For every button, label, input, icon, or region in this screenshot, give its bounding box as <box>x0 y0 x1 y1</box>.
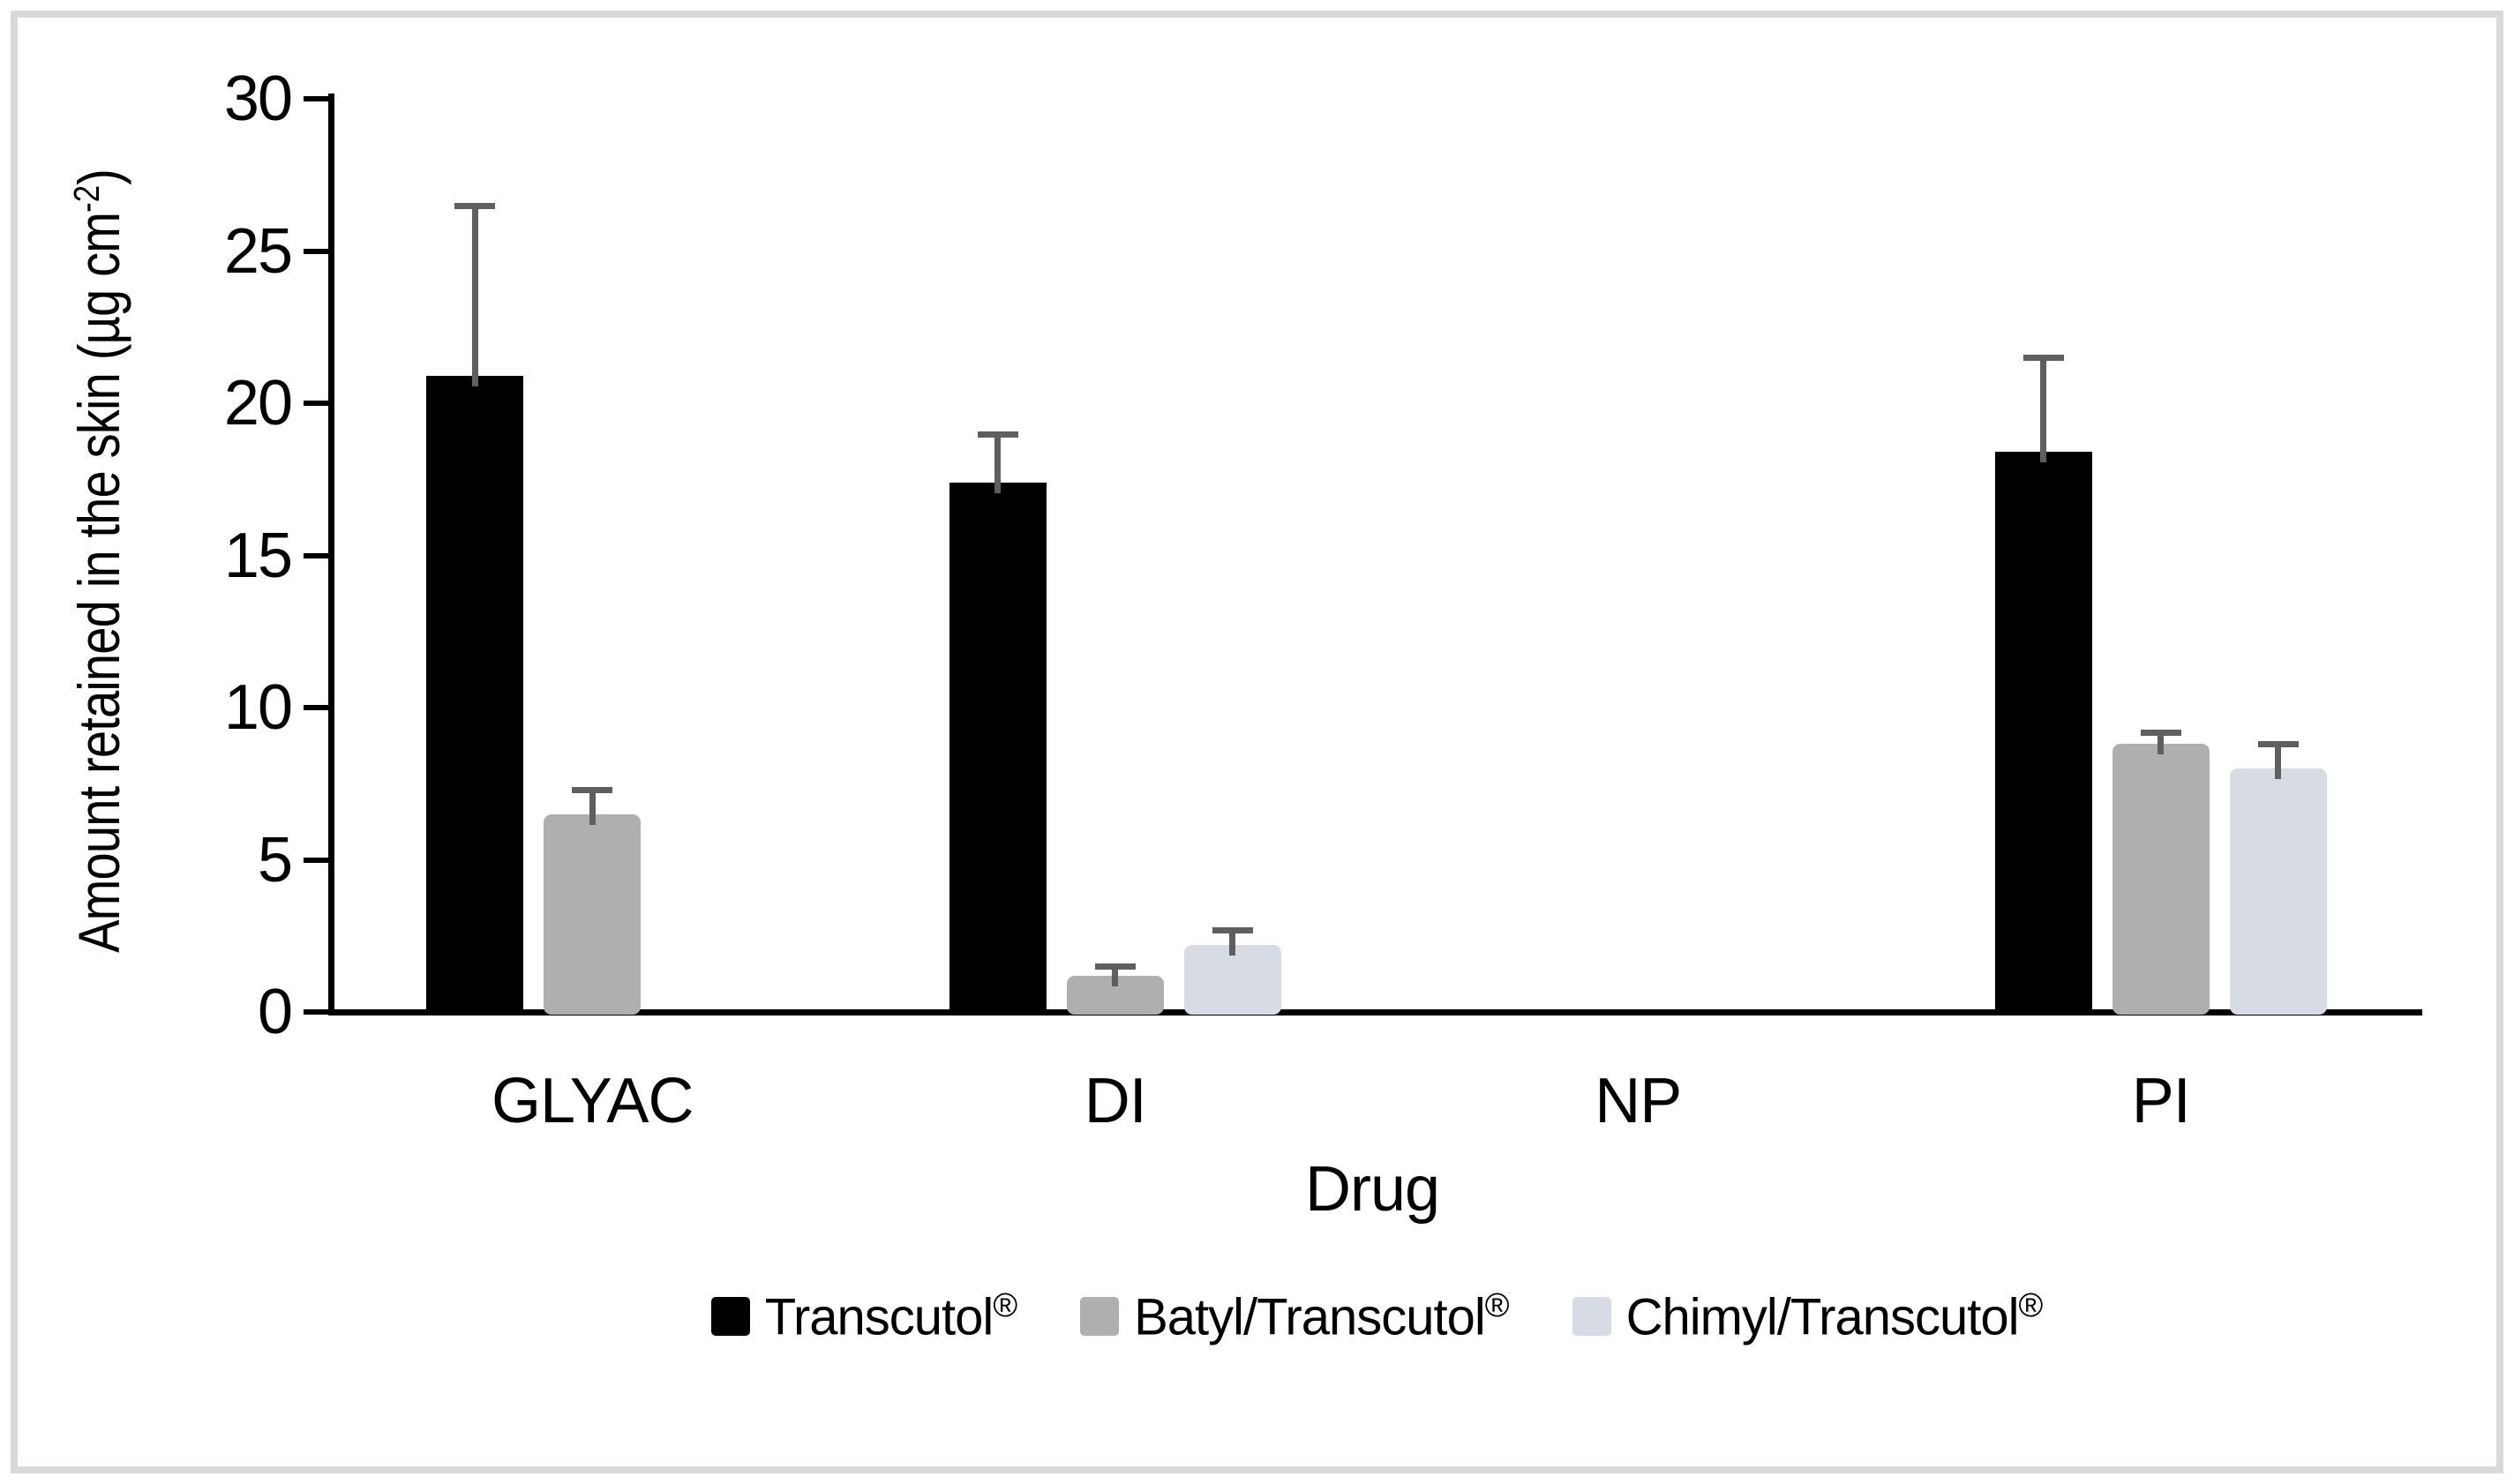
y-tick-25 <box>304 248 328 254</box>
y-tick-30 <box>304 96 328 101</box>
x-category-label-di: DI <box>1084 1066 1147 1136</box>
error-bar-cap-pi-series1 <box>2022 355 2064 362</box>
legend-label-series3: Chimyl/Transcutol® <box>1625 1286 2044 1346</box>
bar-pi-series1 <box>1994 452 2092 1015</box>
y-axis-title-text: Amount retained in the skin (µg cm <box>66 212 131 953</box>
error-bar-cap-glyac-series2 <box>572 787 613 794</box>
error-bar-cap-pi-series2 <box>2140 729 2181 736</box>
legend-swatch-series2 <box>1080 1296 1120 1336</box>
y-tick-label-15: 15 <box>223 520 293 591</box>
bar-glyac-series1 <box>426 375 524 1015</box>
error-bar-cap-pi-series3 <box>2257 741 2299 748</box>
error-bar-stem-glyac-series1 <box>471 205 478 386</box>
bar-glyac-series2 <box>544 813 642 1015</box>
error-bar-cap-di-series2 <box>1094 963 1136 971</box>
x-category-label-pi: PI <box>2131 1066 2191 1136</box>
legend-item-series1: Transcutol® <box>710 1286 1017 1346</box>
y-tick-label-25: 25 <box>223 215 293 287</box>
y-axis-title-suffix: ) <box>66 169 131 185</box>
legend-label-series1: Transcutol® <box>764 1286 1017 1346</box>
y-tick-10 <box>304 705 328 710</box>
bar-di-series3 <box>1183 945 1281 1015</box>
y-tick-label-20: 20 <box>223 368 293 438</box>
error-bar-stem-di-series1 <box>994 433 1002 493</box>
error-bar-stem-pi-series2 <box>2158 731 2165 755</box>
y-tick-5 <box>304 857 328 863</box>
x-axis-title: Drug <box>1304 1154 1440 1225</box>
y-tick-label-5: 5 <box>257 824 293 896</box>
x-category-label-np: NP <box>1595 1066 1682 1136</box>
error-bar-cap-di-series3 <box>1212 926 1253 933</box>
y-tick-0 <box>304 1009 328 1015</box>
y-axis-line <box>328 94 334 1016</box>
error-bar-stem-di-series2 <box>1112 966 1119 986</box>
bar-di-series1 <box>949 482 1047 1015</box>
y-tick-20 <box>304 401 328 406</box>
error-bar-stem-pi-series3 <box>2275 744 2282 779</box>
error-bar-stem-glyac-series2 <box>589 790 596 825</box>
y-tick-label-30: 30 <box>223 64 293 134</box>
legend-item-series3: Chimyl/Transcutol® <box>1572 1286 2044 1346</box>
x-axis-line <box>328 1009 2422 1016</box>
legend-swatch-series1 <box>710 1296 750 1336</box>
error-bar-cap-di-series1 <box>977 431 1018 438</box>
bar-pi-series3 <box>2229 768 2327 1015</box>
bar-pi-series2 <box>2112 744 2210 1015</box>
legend-swatch-series3 <box>1572 1296 1611 1336</box>
error-bar-stem-di-series3 <box>1229 929 1236 956</box>
x-category-label-glyac: GLYAC <box>492 1066 694 1136</box>
legend: Transcutol® Batyl/Transcutol® Chimyl/Trans… <box>331 1272 2422 1360</box>
y-tick-label-10: 10 <box>223 672 293 743</box>
error-bar-stem-pi-series1 <box>2040 357 2047 463</box>
error-bar-cap-glyac-series1 <box>454 202 496 209</box>
legend-label-series2: Batyl/Transcutol® <box>1134 1286 1509 1346</box>
legend-item-series2: Batyl/Transcutol® <box>1080 1286 1510 1346</box>
y-tick-15 <box>304 552 328 558</box>
y-axis-title: Amount retained in the skin (µg cm-2) <box>47 111 139 1011</box>
y-axis-title-superscript: -2 <box>66 184 107 213</box>
y-tick-label-0: 0 <box>257 977 293 1047</box>
